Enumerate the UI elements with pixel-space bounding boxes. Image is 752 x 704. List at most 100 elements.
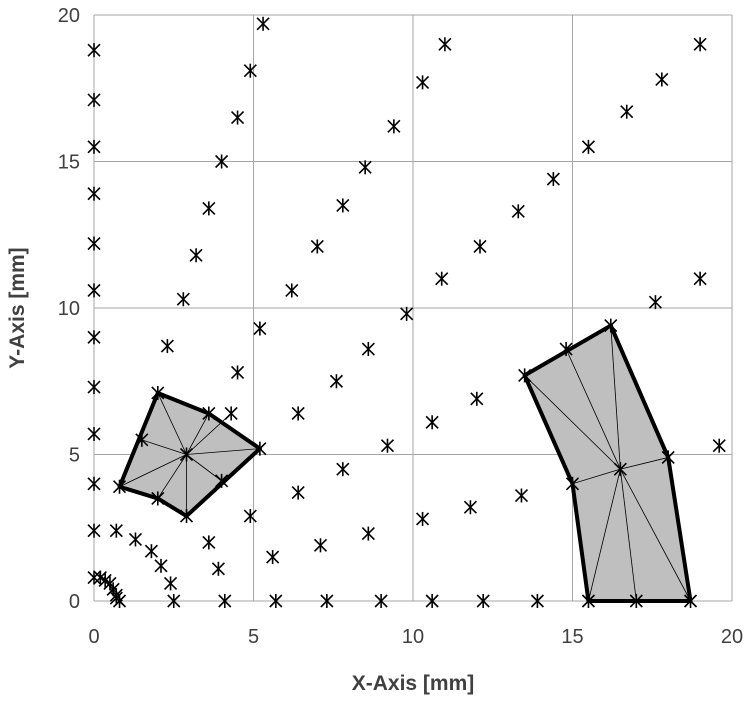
data-point	[546, 172, 560, 187]
data-point	[243, 509, 257, 524]
data-point	[224, 406, 238, 421]
data-point	[151, 491, 165, 506]
data-point	[435, 271, 449, 286]
data-point	[285, 283, 299, 298]
data-point	[291, 406, 305, 421]
mesh-line	[620, 457, 669, 470]
mesh-line	[157, 454, 187, 499]
data-point	[218, 594, 232, 608]
data-point	[87, 476, 101, 491]
data-point	[310, 239, 324, 254]
data-point	[202, 535, 216, 550]
data-point	[202, 201, 216, 216]
data-point	[438, 37, 452, 52]
x-tick-label: 5	[248, 626, 259, 648]
data-point	[320, 594, 334, 608]
data-point	[215, 473, 229, 488]
x-tick-labels: 0 5 10 15 20	[88, 626, 743, 648]
data-point	[613, 462, 627, 477]
data-point	[511, 204, 525, 219]
mesh-line	[186, 413, 210, 455]
y-tick-label: 5	[69, 445, 80, 467]
data-point	[230, 365, 245, 380]
data-point	[655, 72, 669, 87]
data-point	[336, 462, 350, 477]
data-point	[604, 318, 618, 333]
x-tick-label: 0	[88, 626, 99, 648]
data-point	[163, 576, 178, 591]
data-point	[313, 538, 328, 553]
data-point	[87, 426, 101, 441]
y-tick-label: 0	[69, 591, 80, 613]
data-point	[361, 342, 375, 357]
data-point	[693, 37, 707, 52]
x-tick-label: 10	[402, 626, 424, 648]
data-point	[179, 509, 194, 524]
data-point	[416, 511, 430, 526]
data-point	[87, 139, 101, 154]
data-point	[400, 306, 414, 321]
x-tick-label: 20	[721, 626, 743, 648]
data-point	[87, 43, 101, 58]
data-point	[329, 374, 344, 389]
x-axis-title: X-Axis [mm]	[352, 672, 475, 695]
data-point	[559, 342, 573, 357]
data-point	[109, 591, 123, 606]
data-point	[425, 415, 439, 430]
data-point	[87, 92, 101, 107]
data-point	[581, 139, 596, 154]
mesh-line	[619, 469, 637, 602]
data-point	[620, 104, 634, 119]
data-point	[109, 523, 123, 538]
data-point	[243, 63, 257, 78]
y-tick-labels: 0 5 10 15 20	[58, 5, 80, 613]
data-point	[253, 441, 267, 456]
mesh-line	[186, 454, 222, 482]
data-point	[358, 160, 372, 175]
data-point	[179, 447, 194, 462]
region-outline	[522, 323, 693, 603]
data-point	[266, 550, 280, 565]
data-point	[87, 236, 101, 251]
data-point	[87, 283, 101, 298]
data-point	[425, 594, 439, 608]
data-point	[380, 438, 395, 453]
data-point	[530, 594, 544, 608]
data-point	[87, 380, 101, 395]
data-point	[514, 488, 529, 503]
data-point	[470, 391, 484, 406]
mesh-line	[186, 448, 260, 455]
data-point	[476, 594, 490, 608]
mesh-line	[157, 392, 187, 455]
data-point	[160, 339, 174, 354]
x-tick-label: 15	[561, 626, 583, 648]
data-point	[269, 594, 283, 608]
data-point	[230, 110, 245, 125]
data-points	[87, 16, 726, 608]
data-point	[87, 330, 101, 345]
data-point	[87, 570, 101, 585]
mesh-line	[588, 469, 621, 602]
mesh-line	[186, 413, 232, 455]
y-tick-label: 15	[58, 152, 80, 174]
data-point	[361, 526, 375, 541]
data-point	[581, 594, 596, 608]
region-0	[117, 390, 262, 519]
mesh-line	[610, 325, 621, 470]
data-point	[565, 476, 580, 491]
data-point	[87, 523, 101, 538]
mesh-line	[619, 468, 691, 602]
data-point	[112, 479, 127, 494]
mesh-line	[565, 348, 621, 470]
data-point	[256, 16, 270, 31]
region-1	[522, 323, 693, 603]
data-point	[128, 532, 143, 547]
y-tick-label: 20	[58, 5, 80, 27]
data-point	[87, 186, 101, 201]
data-point	[151, 385, 165, 400]
mesh-line	[572, 468, 621, 485]
data-point	[683, 594, 698, 608]
data-point	[648, 295, 663, 310]
data-point	[176, 292, 190, 307]
